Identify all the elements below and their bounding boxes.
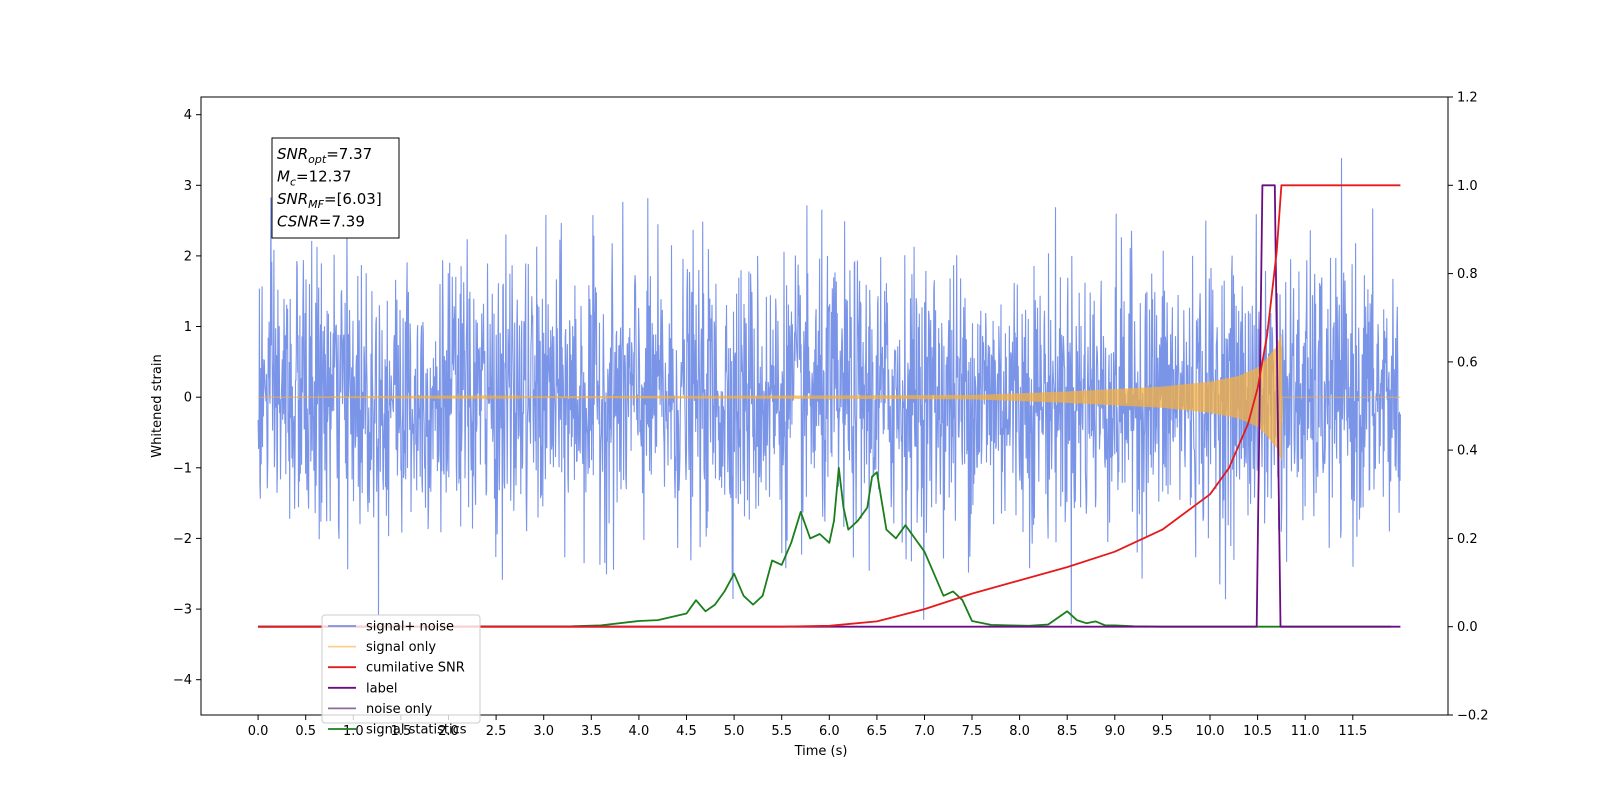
x-tick-label: 7.0 [914,724,935,739]
y-right-tick-label: 0.4 [1457,444,1478,459]
x-tick-label: 8.5 [1057,724,1078,739]
y-left-tick-label: −3 [173,603,192,618]
series-line-label [258,184,1401,628]
legend-entry-label: noise only [366,702,433,717]
x-tick-label: 2.5 [486,724,507,739]
x-axis-label: Time (s) [794,744,848,759]
x-tick-label: 3.5 [581,724,602,739]
x-axis: 0.0 0.5 1.0 1.5 2.0 2.5 3.0 3.5 4.0 4.5 5.0 5.5 6.0 6… [248,715,1367,739]
x-tick-label: 1.0 [343,724,364,739]
series-line-signal-only [258,335,1401,461]
stats-annotation-line: SNRopt=7.37 [277,145,372,166]
x-tick-label: 11.5 [1338,724,1367,739]
x-tick-label: 8.0 [1009,724,1030,739]
legend-entry-label: signal only [366,640,436,655]
x-tick-label: 0.0 [248,724,269,739]
x-tick-label: 4.0 [629,724,650,739]
legend-entry-label: signal+ noise [366,620,454,635]
plot-area-frame [200,96,1449,716]
y-axis-label: Whitened strain [150,354,165,457]
x-tick-label: 0.5 [295,724,316,739]
x-tick-label: 3.0 [533,724,554,739]
legend-frame [321,614,481,724]
x-tick-label: 5.5 [771,724,792,739]
x-tick-label: 9.0 [1104,724,1125,739]
stats-annotation-line: CSNR=7.39 [277,213,365,231]
y-right-tick-label: 0.2 [1457,532,1478,547]
x-tick-label: 5.0 [724,724,745,739]
legend-entry-label: label [366,681,397,696]
y-right-tick-label: 0.0 [1457,620,1478,635]
series-line-signal-noise [257,158,1401,625]
x-tick-label: 1.5 [391,724,412,739]
legend: signal+ noise signal only cumilative SNR la… [321,614,481,738]
legend-entry-label: signal statistics [366,723,467,738]
series-layer [257,158,1401,628]
y-left-tick-label: 4 [184,108,192,123]
y-right-tick-label: 1.0 [1457,179,1478,194]
series-line-signal-statistics [258,466,1391,628]
x-tick-label: 10.5 [1243,724,1272,739]
y-left-tick-label: −1 [173,461,192,476]
stats-annotation-line: Mc=12.37 [277,168,352,189]
x-tick-label: 4.5 [676,724,697,739]
legend-entry-label: cumilative SNR [366,661,465,676]
x-tick-label: 7.5 [962,724,983,739]
x-tick-label: 10.0 [1196,724,1225,739]
x-tick-label: 11.0 [1291,724,1320,739]
y-left-tick-label: 1 [184,320,192,335]
y-left-tick-label: 3 [184,179,192,194]
y-right-tick-label: 1.2 [1457,91,1478,106]
x-tick-label: 6.5 [867,724,888,739]
y-left-tick-label: −4 [173,673,192,688]
y-right-tick-label: −0.2 [1457,709,1489,724]
y-axis-left: 4 3 2 1 0 −1 −2 −3 −4 [173,108,201,688]
y-left-tick-label: −2 [173,532,192,547]
series-line-cumulative-snr [258,184,1401,628]
stats-annotation-line: SNRMF=[6.03] [277,190,382,211]
y-right-tick-label: 0.6 [1457,355,1478,370]
x-tick-label: 2.0 [438,724,459,739]
x-tick-label: 9.5 [1152,724,1173,739]
y-left-tick-label: 0 [184,391,192,406]
y-left-tick-label: 2 [184,249,192,264]
y-axis-right: 1.2 1.0 0.8 0.6 0.4 0.2 0.0 −0.2 [1448,91,1489,724]
x-tick-label: 6.0 [819,724,840,739]
stats-annotation-frame [271,137,400,239]
y-right-tick-label: 0.8 [1457,267,1478,282]
